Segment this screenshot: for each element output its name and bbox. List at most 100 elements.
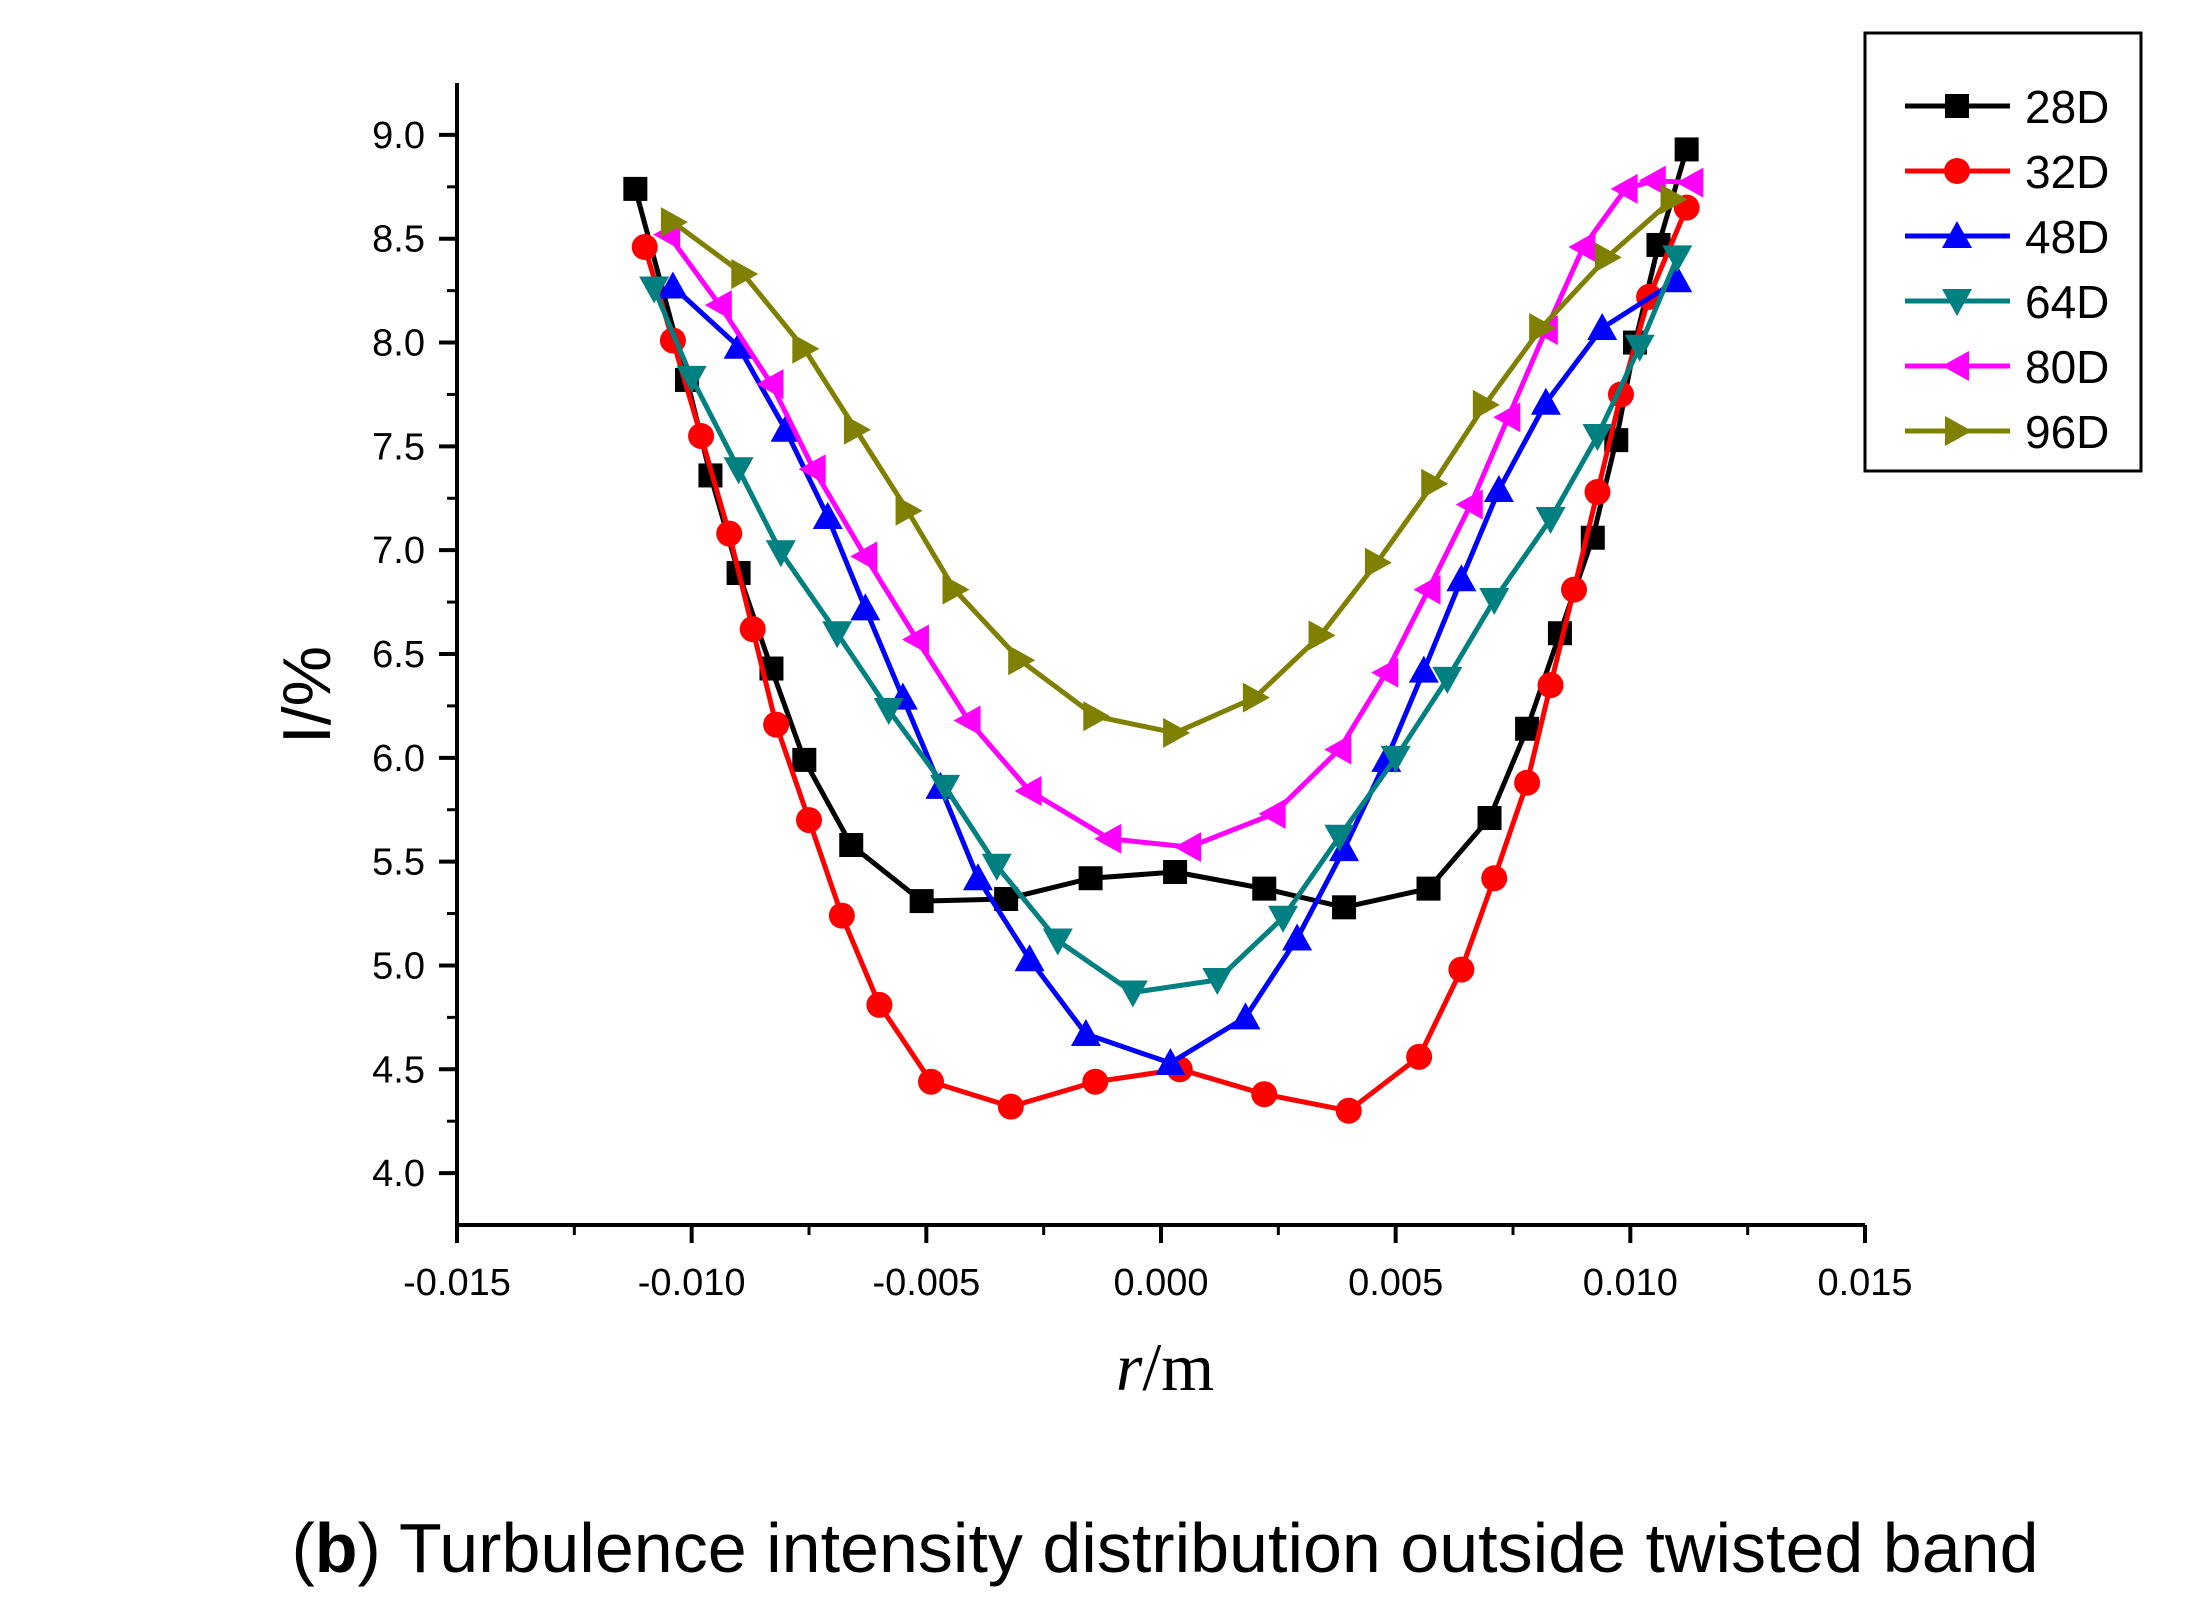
data-point-28D <box>623 176 648 201</box>
data-point-32D <box>1537 672 1564 699</box>
data-point-28D <box>1674 137 1699 162</box>
figure-caption: (b) Turbulence intensity distribution ou… <box>291 1509 2038 1587</box>
series-80D <box>653 165 1704 863</box>
data-point-48D <box>1155 1048 1186 1076</box>
data-point-96D <box>1308 620 1336 651</box>
series-layer <box>623 137 1704 1124</box>
data-point-32D <box>1561 576 1588 603</box>
y-tick-label: 6.5 <box>372 634 425 676</box>
data-point-48D <box>1587 313 1618 341</box>
data-point-64D <box>765 540 796 568</box>
y-axis-label: I/% <box>269 646 345 744</box>
series-96D <box>660 184 1688 748</box>
y-tick-label: 8.5 <box>372 219 425 261</box>
data-point-64D <box>1662 245 1693 273</box>
legend-label: 80D <box>2025 341 2109 393</box>
data-point-28D <box>1477 806 1502 831</box>
y-tick-label: 5.5 <box>372 842 425 884</box>
x-tick-label: 0.010 <box>1583 1262 1678 1304</box>
data-point-48D <box>1483 474 1514 502</box>
data-point-80D <box>1324 734 1352 765</box>
series-64D <box>639 245 1693 1008</box>
legend-marker <box>1944 158 1970 184</box>
data-point-48D <box>1230 1002 1261 1030</box>
data-point-80D <box>1676 167 1704 198</box>
legend-marker <box>1942 289 1972 316</box>
data-point-80D <box>1493 402 1521 433</box>
data-point-32D <box>997 1093 1024 1120</box>
data-point-28D <box>1416 876 1441 901</box>
data-point-32D <box>1481 865 1508 892</box>
caption-panel-letter: b <box>315 1509 358 1587</box>
data-point-64D <box>1324 824 1355 852</box>
data-point-32D <box>1514 769 1541 796</box>
data-point-32D <box>1251 1081 1278 1108</box>
y-tick-label: 7.5 <box>372 426 425 468</box>
data-point-48D <box>770 414 801 442</box>
y-tick-label: 6.0 <box>372 738 425 780</box>
data-point-80D <box>1371 657 1399 688</box>
data-point-96D <box>731 259 759 290</box>
y-tick-label: 9.0 <box>372 115 425 157</box>
data-point-32D <box>631 234 658 261</box>
data-point-32D <box>763 711 790 738</box>
x-tick-label: 0.015 <box>1817 1262 1912 1304</box>
data-point-32D <box>716 520 743 547</box>
data-point-96D <box>792 333 820 364</box>
data-point-28D <box>1163 860 1188 885</box>
legend-label: 96D <box>2025 406 2109 458</box>
data-point-48D <box>850 593 881 621</box>
data-point-80D <box>953 705 981 736</box>
data-point-64D <box>1042 928 1073 956</box>
data-point-48D <box>723 331 754 359</box>
data-point-80D <box>1258 798 1286 829</box>
data-point-28D <box>1332 895 1357 920</box>
data-point-96D <box>1660 184 1688 215</box>
data-point-32D <box>1584 479 1611 506</box>
y-tick-label: 4.0 <box>372 1153 425 1195</box>
data-point-64D <box>1117 980 1148 1008</box>
data-point-80D <box>1455 489 1483 520</box>
data-point-64D <box>981 853 1012 881</box>
legend-marker <box>1942 221 1972 248</box>
data-point-80D <box>1610 173 1638 204</box>
data-point-96D <box>1594 242 1622 273</box>
data-point-32D <box>1082 1068 1109 1095</box>
data-point-48D <box>657 271 688 299</box>
data-point-96D <box>1163 717 1191 748</box>
data-point-80D <box>1014 776 1042 807</box>
data-point-80D <box>1174 832 1202 863</box>
y-tick-label: 5.0 <box>372 945 425 987</box>
data-point-96D <box>1472 389 1500 420</box>
data-point-64D <box>676 365 707 393</box>
legend: 28D 32D 48D 64D 80D 96D <box>1863 31 2143 473</box>
caption-text: ) Turbulence intensity distribution outs… <box>358 1509 2039 1587</box>
data-point-32D <box>1406 1043 1433 1070</box>
data-point-80D <box>1568 232 1596 263</box>
data-point-96D <box>1529 313 1557 344</box>
data-point-64D <box>1535 507 1566 535</box>
legend-entry-80D: 80D <box>1905 341 2109 393</box>
data-point-32D <box>1448 956 1475 983</box>
data-point-32D <box>739 616 766 643</box>
y-tick-label: 7.0 <box>372 530 425 572</box>
data-point-96D <box>1008 645 1036 676</box>
legend-entry-48D: 48D <box>1905 211 2109 263</box>
data-point-80D <box>798 454 826 485</box>
data-point-28D <box>839 833 864 858</box>
data-point-96D <box>1364 547 1392 578</box>
data-point-64D <box>822 621 853 649</box>
legend-marker <box>1945 94 1969 118</box>
data-point-80D <box>1094 823 1122 854</box>
legend-entry-64D: 64D <box>1905 276 2109 328</box>
data-point-80D <box>704 290 732 321</box>
data-point-80D <box>901 624 929 655</box>
data-point-28D <box>1078 866 1103 891</box>
x-axis-label-italic: r <box>1116 1329 1143 1405</box>
data-point-64D <box>1380 745 1411 773</box>
data-point-64D <box>930 774 961 802</box>
data-point-48D <box>1070 1018 1101 1046</box>
data-point-96D <box>1421 468 1449 499</box>
data-point-28D <box>909 889 934 914</box>
